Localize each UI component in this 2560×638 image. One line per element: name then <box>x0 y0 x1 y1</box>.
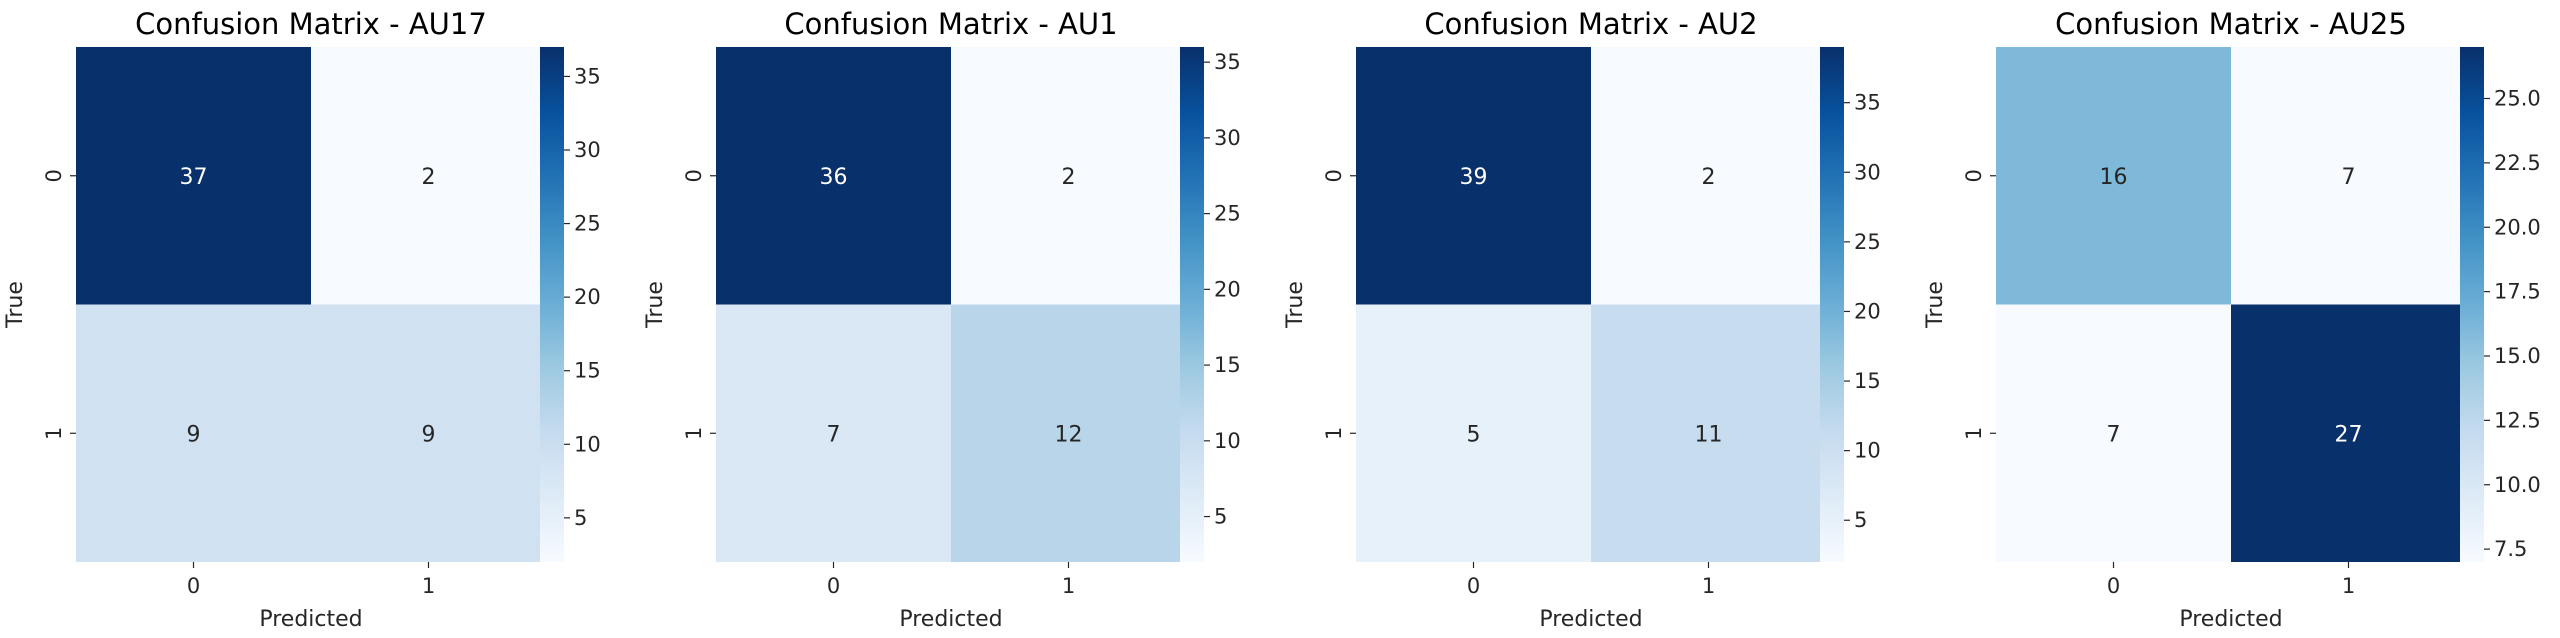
heatmap-cell <box>716 47 951 305</box>
chart-title: Confusion Matrix - AU2 <box>1424 7 1757 41</box>
colorbar-tick-label: 25 <box>1854 230 1881 254</box>
y-axis-label: True <box>3 281 28 329</box>
colorbar <box>1180 47 1204 562</box>
y-tick-label: 1 <box>1962 427 1986 440</box>
x-axis-label: Predicted <box>899 607 1002 632</box>
y-axis-label: True <box>1283 281 1308 329</box>
cell-value-label: 39 <box>1460 165 1488 190</box>
colorbar-tick-label: 35 <box>574 64 601 88</box>
colorbar-tick-label: 15 <box>1854 369 1881 393</box>
cell-value-label: 11 <box>1695 422 1723 447</box>
colorbar-tick-label: 5 <box>574 506 587 530</box>
colorbar-tick-label: 30 <box>1854 160 1881 184</box>
x-tick-label: 0 <box>187 574 200 598</box>
colorbar-tick-label: 30 <box>574 138 601 162</box>
colorbar-tick-label: 25 <box>574 212 601 236</box>
cell-value-label: 2 <box>422 165 436 190</box>
colorbar-tick-label: 20 <box>574 285 601 309</box>
heatmap-cell <box>951 304 1186 562</box>
colorbar-tick-label: 5 <box>1854 508 1867 532</box>
colorbar-tick-label: 22.5 <box>2494 151 2541 175</box>
colorbar <box>540 47 564 562</box>
y-tick-label: 1 <box>682 427 706 440</box>
colorbar-tick-label: 20.0 <box>2494 215 2541 239</box>
heatmap-cell <box>1996 47 2231 305</box>
y-tick-label: 0 <box>1322 169 1346 182</box>
colorbar <box>2460 47 2484 562</box>
x-axis-label: Predicted <box>1539 607 1642 632</box>
cell-value-label: 27 <box>2335 422 2363 447</box>
heatmap-cell <box>76 47 311 305</box>
cell-value-label: 2 <box>1062 165 1076 190</box>
chart-title: Confusion Matrix - AU25 <box>2055 7 2407 41</box>
colorbar <box>1820 47 1844 562</box>
y-tick-label: 0 <box>682 169 706 182</box>
x-axis-label: Predicted <box>2179 607 2282 632</box>
cell-value-label: 7 <box>2107 422 2121 447</box>
colorbar-tick-label: 5 <box>1214 505 1227 529</box>
colorbar-tick-label: 12.5 <box>2494 408 2541 432</box>
x-tick-label: 1 <box>1702 574 1715 598</box>
cell-value-label: 5 <box>1467 422 1481 447</box>
heatmap-cell <box>1591 304 1826 562</box>
colorbar-tick-label: 25.0 <box>2494 87 2541 111</box>
colorbar-tick-label: 17.5 <box>2494 280 2541 304</box>
colorbar-tick-label: 15 <box>574 359 601 383</box>
heatmap-cell <box>951 47 1186 305</box>
chart-panel-4: Confusion Matrix - AU25 16 7 7 27 0 1 0 1 Predict… <box>1923 7 2541 632</box>
colorbar-tick-label: 7.5 <box>2494 537 2527 561</box>
heatmap-cell <box>311 47 546 305</box>
colorbar-tick-label: 30 <box>1214 126 1241 150</box>
heatmap-cell <box>1356 304 1591 562</box>
heatmap-cell <box>1356 47 1591 305</box>
colorbar-tick-label: 10 <box>1214 429 1241 453</box>
cell-value-label: 36 <box>820 165 848 190</box>
x-tick-label: 0 <box>2107 574 2120 598</box>
colorbar-tick-label: 10 <box>1854 439 1881 463</box>
colorbar-tick-label: 20 <box>1854 299 1881 323</box>
colorbar-tick-label: 35 <box>1214 50 1241 74</box>
y-tick-label: 0 <box>1962 169 1986 182</box>
x-tick-label: 0 <box>827 574 840 598</box>
cell-value-label: 37 <box>180 165 208 190</box>
x-axis-label: Predicted <box>259 607 362 632</box>
cell-value-label: 7 <box>2342 165 2356 190</box>
heatmap-cell <box>1591 47 1826 305</box>
colorbar-tick-label: 25 <box>1214 202 1241 226</box>
heatmap-cell <box>311 304 546 562</box>
cell-value-label: 12 <box>1055 422 1083 447</box>
x-tick-label: 1 <box>2342 574 2355 598</box>
cell-value-label: 9 <box>187 422 201 447</box>
heatmap-cell <box>1996 304 2231 562</box>
cell-value-label: 7 <box>827 422 841 447</box>
heatmap-cell <box>2231 47 2466 305</box>
y-tick-label: 1 <box>1322 427 1346 440</box>
cell-value-label: 9 <box>422 422 436 447</box>
colorbar-tick-label: 10 <box>574 432 601 456</box>
cell-value-label: 16 <box>2100 165 2128 190</box>
heatmap-cell <box>76 304 311 562</box>
y-axis-label: True <box>643 281 668 329</box>
heatmap-cell <box>716 304 951 562</box>
x-tick-label: 1 <box>422 574 435 598</box>
colorbar-tick-label: 15.0 <box>2494 344 2541 368</box>
chart-title: Confusion Matrix - AU17 <box>135 7 487 41</box>
colorbar-tick-label: 20 <box>1214 277 1241 301</box>
x-tick-label: 0 <box>1467 574 1480 598</box>
x-tick-label: 1 <box>1062 574 1075 598</box>
y-axis-label: True <box>1923 281 1948 329</box>
cell-value-label: 2 <box>1702 165 1716 190</box>
colorbar-tick-label: 15 <box>1214 353 1241 377</box>
colorbar-tick-label: 35 <box>1854 91 1881 115</box>
colorbar-tick-label: 10.0 <box>2494 473 2541 497</box>
heatmap-cell <box>2231 304 2466 562</box>
chart-title: Confusion Matrix - AU1 <box>784 7 1117 41</box>
y-tick-label: 0 <box>42 169 66 182</box>
y-tick-label: 1 <box>42 427 66 440</box>
